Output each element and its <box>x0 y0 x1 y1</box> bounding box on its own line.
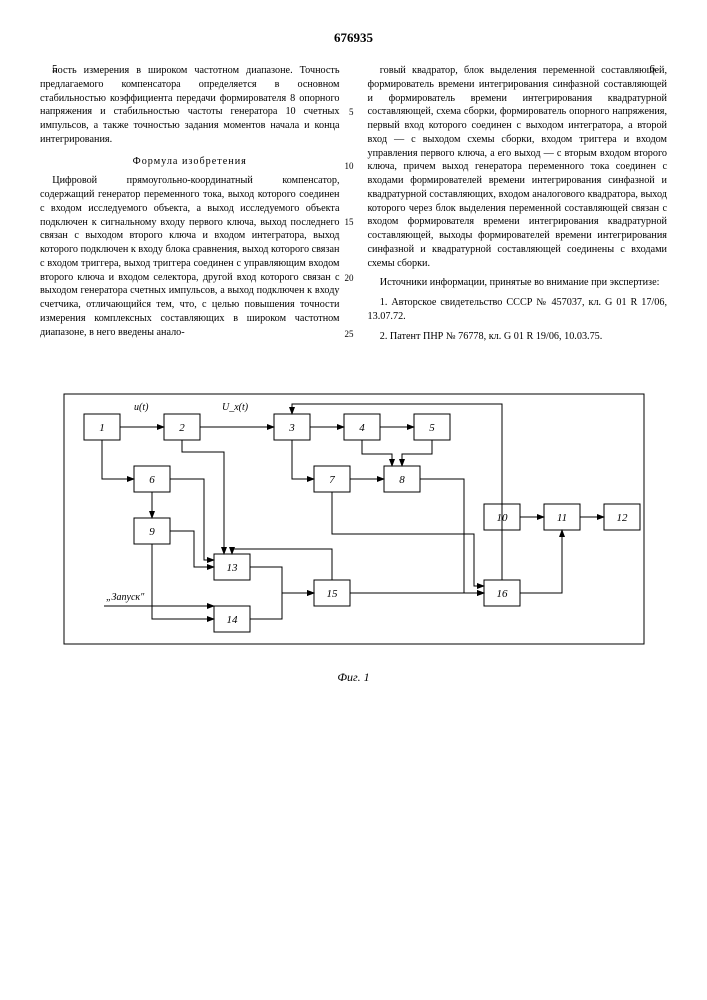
svg-text:4: 4 <box>359 422 365 434</box>
page: 676935 5 5 10 15 20 25 ность измерения в… <box>0 0 707 1000</box>
svg-text:1: 1 <box>99 422 105 434</box>
svg-text:U_x(t): U_x(t) <box>222 402 249 413</box>
sources-heading: Источники информации, принятые во вниман… <box>368 276 668 290</box>
line-number: 15 <box>345 216 354 228</box>
svg-text:11: 11 <box>556 512 566 524</box>
svg-text:14: 14 <box>226 614 238 626</box>
svg-text:8: 8 <box>399 474 405 486</box>
svg-text:5: 5 <box>429 422 435 434</box>
svg-text:3: 3 <box>288 422 295 434</box>
two-column-text: 5 5 10 15 20 25 ность измерения в широко… <box>40 64 667 350</box>
svg-text:6: 6 <box>149 474 155 486</box>
svg-text:u(t): u(t) <box>134 402 149 413</box>
doc-number: 676935 <box>40 30 667 46</box>
right-column: 6 говый квадратор, блок выделения переме… <box>368 64 668 350</box>
source-item: 2. Патент ПНР № 76778, кл. G 01 R 19/06,… <box>368 330 668 344</box>
line-number: 5 <box>349 106 354 118</box>
svg-text:12: 12 <box>616 512 628 524</box>
figure-label: Фиг. 1 <box>40 670 667 685</box>
line-number: 10 <box>345 160 354 172</box>
claims-heading: Формула изобретения <box>40 155 340 169</box>
svg-text:16: 16 <box>496 588 508 600</box>
svg-text:„Запуск": „Запуск" <box>106 592 145 603</box>
body-paragraph: говый квадратор, блок выделения переменн… <box>368 64 668 270</box>
line-number: 25 <box>345 328 354 340</box>
diagram-svg: 12345678910111213141516u(t)U_x(t)„Запуск… <box>44 374 664 664</box>
body-paragraph: Цифровой прямоугольно-координатный компе… <box>40 174 340 339</box>
svg-text:2: 2 <box>179 422 185 434</box>
left-column: 5 5 10 15 20 25 ность измерения в широко… <box>40 64 340 350</box>
svg-text:13: 13 <box>226 562 238 574</box>
source-item: 1. Авторское свидетельство СССР № 457037… <box>368 296 668 324</box>
body-paragraph: ность измерения в широком частотном диап… <box>40 64 340 147</box>
page-number-left: 5 <box>52 62 58 77</box>
svg-text:7: 7 <box>329 474 335 486</box>
line-number: 20 <box>345 272 354 284</box>
block-diagram: 12345678910111213141516u(t)U_x(t)„Запуск… <box>40 374 667 664</box>
svg-text:15: 15 <box>326 588 338 600</box>
svg-text:9: 9 <box>149 526 155 538</box>
page-number-right: 6 <box>650 62 656 77</box>
